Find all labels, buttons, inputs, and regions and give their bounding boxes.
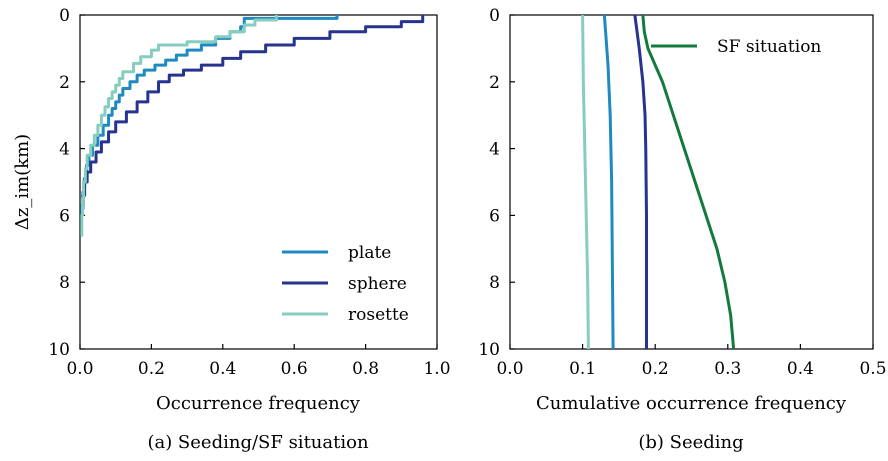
x-axis-title-b: Cumulative occurrence frequency: [536, 393, 847, 414]
y-tick-label: 8: [489, 273, 500, 293]
x-tick-label: 0.2: [138, 359, 165, 379]
x-tick-label: 0.6: [281, 359, 308, 379]
legend-label: plate: [348, 243, 391, 263]
y-tick-label: 4: [489, 140, 500, 160]
series-lines-b: [581, 14, 736, 350]
series-line-sphere: [81, 15, 425, 211]
series-line-sf-situation: [641, 14, 736, 350]
x-tick-label: 0.4: [787, 359, 814, 379]
legend-b: SF situation: [651, 37, 821, 57]
legend-label: sphere: [348, 274, 407, 294]
y-tick-label: 2: [59, 73, 70, 93]
series-line-curve-0: [581, 14, 590, 350]
x-tick-label: 0.5: [859, 359, 886, 379]
y-tick-label: 0: [489, 6, 500, 26]
x-tick-label: 0.1: [569, 359, 596, 379]
x-tick-label: 1.0: [423, 359, 450, 379]
series-line-curve-2: [633, 14, 648, 349]
legend-a: plate sphere rosette: [282, 243, 409, 325]
y-tick-label: 4: [59, 140, 70, 160]
x-tick-label: 0.8: [352, 359, 379, 379]
series-lines-a: [80, 15, 425, 237]
axes-frame-b: [509, 14, 874, 350]
x-tick-label: 0.2: [642, 359, 669, 379]
x-axis-title-a: Occurrence frequency: [156, 393, 361, 414]
y-tick-label: 8: [59, 273, 70, 293]
caption-a: (a) Seeding/SF situation: [147, 432, 369, 453]
y-ticks-b: 0 2 4 6 8 10: [478, 6, 515, 360]
panel-a: 0.0 0.2 0.4 0.6 0.8 1.0 0 2 4 6 8 10 Occurrence fr…: [12, 6, 451, 453]
y-axis-title-a: Δz_im(km): [12, 134, 33, 230]
x-ticks-b: 0.0 0.1 0.2 0.3 0.4 0.5: [496, 344, 887, 379]
caption-b: (b) Seeding: [638, 432, 743, 453]
series-line-rosette: [80, 15, 278, 237]
panel-b: 0.0 0.1 0.2 0.3 0.4 0.5 0 2 4 6 8 10 Cumulative oc…: [478, 6, 886, 453]
legend-label: rosette: [348, 305, 409, 325]
x-tick-label: 0.0: [496, 359, 523, 379]
x-tick-label: 0.3: [714, 359, 741, 379]
y-tick-label: 6: [59, 206, 70, 226]
legend-label: SF situation: [717, 37, 821, 57]
axes-frame-a: [79, 14, 438, 350]
y-tick-label: 0: [59, 6, 70, 26]
x-tick-label: 0.4: [209, 359, 236, 379]
series-line-curve-1: [602, 14, 615, 350]
x-ticks-a: 0.0 0.2 0.4 0.6 0.8 1.0: [66, 344, 451, 379]
y-tick-label: 2: [489, 73, 500, 93]
y-tick-label: 6: [489, 206, 500, 226]
x-tick-label: 0.0: [66, 359, 93, 379]
series-line-plate: [80, 15, 339, 217]
y-tick-label: 10: [48, 340, 70, 360]
y-tick-label: 10: [478, 340, 500, 360]
y-ticks-a: 0 2 4 6 8 10: [48, 6, 85, 360]
